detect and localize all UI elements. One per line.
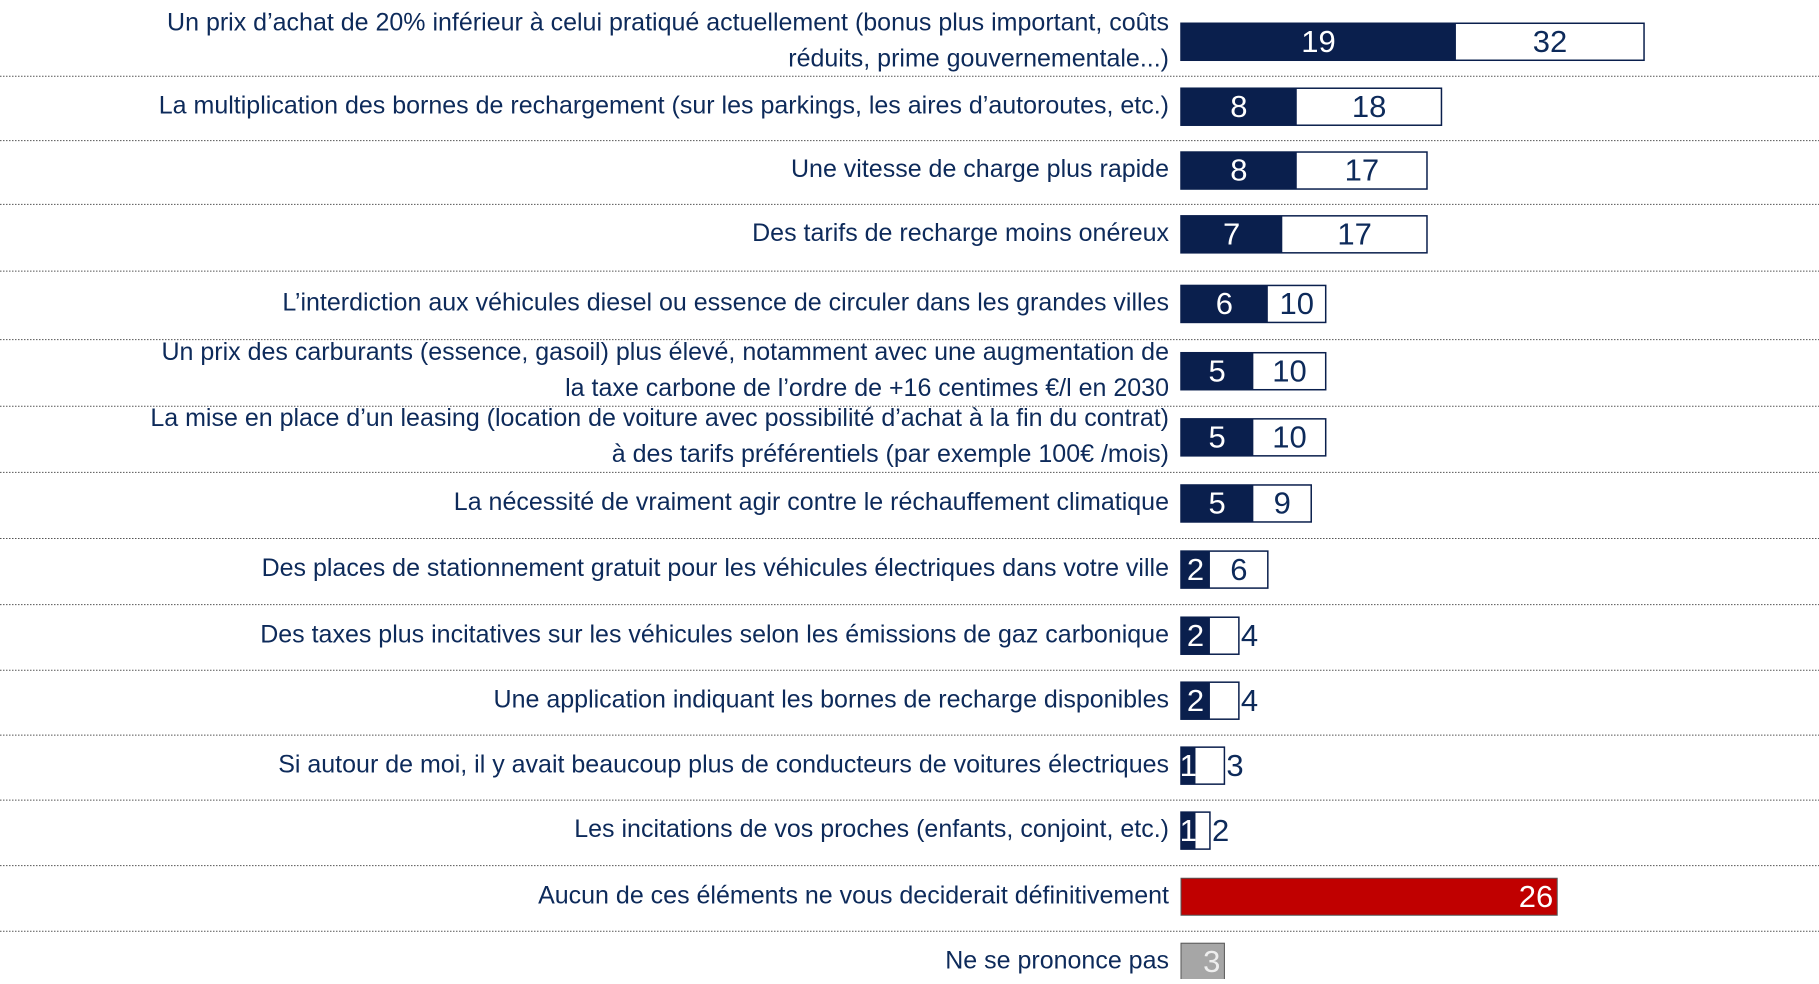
category-label: Une vitesse de charge plus rapide	[791, 155, 1169, 183]
bar-first	[1181, 812, 1196, 850]
value-label: 6	[1216, 286, 1233, 321]
value-label: 32	[1533, 24, 1567, 59]
category-label: Des taxes plus incitatives sur les véhic…	[260, 620, 1169, 648]
value-label: 1	[1180, 813, 1197, 848]
value-label: 2	[1212, 813, 1229, 848]
bar-first	[1181, 484, 1254, 522]
bar	[1180, 877, 1558, 916]
category-label: Des places de stationnement gratuit pour…	[262, 554, 1169, 582]
value-label: 18	[1352, 89, 1386, 124]
value-label: 4	[1241, 683, 1258, 718]
value-label: 2	[1187, 683, 1204, 718]
bar-first	[1181, 682, 1210, 720]
category-label: Les incitations de vos proches (enfants,…	[574, 815, 1169, 843]
category-label: La multiplication des bornes de recharge…	[159, 91, 1169, 119]
bar-first	[1181, 747, 1196, 785]
category-label: La mise en place d’un leasing (location …	[150, 404, 1169, 432]
value-label: 2	[1187, 618, 1204, 653]
value-label: 8	[1230, 89, 1247, 124]
value-label: 10	[1280, 286, 1314, 321]
category-label: Un prix des carburants (essence, gasoil)…	[161, 338, 1169, 366]
value-label: 5	[1209, 486, 1226, 521]
category-label: Un prix d’achat de 20% inférieur à celui…	[167, 8, 1169, 36]
bar-first	[1181, 215, 1283, 253]
value-label: 10	[1272, 420, 1306, 455]
bar-first	[1181, 23, 1456, 61]
value-label: 7	[1223, 217, 1240, 252]
value-label: 8	[1230, 153, 1247, 188]
category-label: Une application indiquant les bornes de …	[494, 685, 1169, 713]
bar-first	[1181, 88, 1297, 126]
value-label: 4	[1241, 618, 1258, 653]
category-label: la taxe carbone de l’ordre de +16 centim…	[565, 374, 1169, 402]
bar-first	[1181, 418, 1254, 456]
value-label: 6	[1230, 552, 1247, 587]
category-label: Ne se prononce pas	[945, 946, 1169, 974]
category-label: Aucun de ces éléments ne vous deciderait…	[538, 881, 1169, 909]
category-label: L’interdiction aux véhicules diesel ou e…	[282, 289, 1169, 317]
category-label: Des tarifs de recharge moins onéreux	[752, 219, 1169, 247]
value-label: 5	[1209, 353, 1226, 388]
value-label: 26	[1519, 879, 1553, 914]
value-label: 3	[1203, 944, 1220, 979]
value-label: 1	[1180, 748, 1197, 783]
value-label: 10	[1272, 353, 1306, 388]
bar-first	[1181, 352, 1254, 390]
bar-first	[1181, 551, 1210, 589]
category-label: réduits, prime gouvernementale...)	[788, 44, 1169, 72]
value-label: 17	[1337, 217, 1371, 252]
value-label: 9	[1274, 486, 1291, 521]
value-label: 5	[1209, 420, 1226, 455]
category-label: à des tarifs préférentiels (par exemple …	[612, 440, 1169, 468]
value-label: 3	[1226, 748, 1243, 783]
category-label: Si autour de moi, il y avait beaucoup pl…	[278, 750, 1169, 778]
bar-first	[1181, 617, 1210, 655]
bar-first	[1181, 285, 1268, 323]
value-label: 19	[1301, 24, 1335, 59]
category-label: La nécessité de vraiment agir contre le …	[454, 488, 1169, 516]
bar-first	[1181, 152, 1297, 190]
value-label: 2	[1187, 552, 1204, 587]
value-label: 17	[1345, 153, 1379, 188]
